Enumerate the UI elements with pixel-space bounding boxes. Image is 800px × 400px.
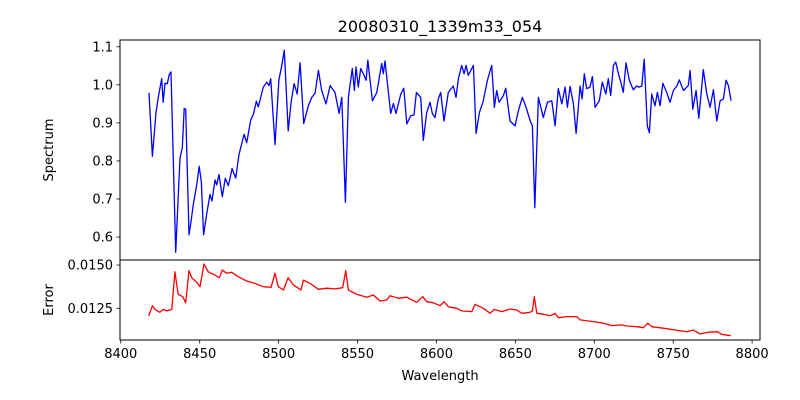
spectrum-y-tick-label: 0.7 [92, 192, 113, 207]
spectrum-y-tick-label: 0.6 [92, 231, 113, 246]
error-y-ticks: 0.0125 0.0150 [68, 259, 120, 317]
chart-title: 20080310_1339m33_054 [338, 17, 543, 37]
error-axes-frame [119, 259, 761, 341]
spectrum-y-label: Spectrum [42, 119, 57, 182]
error-y-label: Error [42, 284, 57, 316]
spectrum-y-tick-label: 0.8 [92, 154, 113, 169]
spectrum-y-tick-label: 1.0 [92, 78, 113, 93]
spectrum-y-tick-label: 1.1 [92, 40, 113, 55]
spectrum-series [148, 49, 732, 253]
spectrum-axes: 0.6 0.7 0.8 0.9 1.0 1.1 Spectrum [42, 39, 761, 261]
x-axis-label: Wavelength [401, 369, 478, 384]
x-ticks: 8400 8450 8500 8550 8600 8650 8700 8750 8800 [104, 340, 769, 362]
x-tick-label: 8800 [736, 347, 769, 362]
spectrum-line [148, 49, 732, 253]
error-line [148, 263, 731, 337]
x-tick-label: 8600 [420, 347, 453, 362]
x-tick-label: 8550 [341, 347, 374, 362]
spectrum-y-tick-label: 0.9 [92, 116, 113, 131]
error-y-tick-label: 0.0125 [68, 302, 114, 317]
x-tick-label: 8750 [657, 347, 690, 362]
error-series [148, 263, 731, 337]
x-tick-label: 8500 [262, 347, 295, 362]
x-tick-label: 8450 [183, 347, 216, 362]
x-tick-label: 8650 [499, 347, 532, 362]
error-axes: 0.0125 0.0150 8400 8450 8500 8550 8600 8650 870… [42, 259, 769, 384]
x-tick-label: 8400 [104, 347, 137, 362]
error-y-tick-label: 0.0150 [68, 259, 114, 274]
spectrum-y-ticks: 0.6 0.7 0.8 0.9 1.0 1.1 [92, 40, 120, 246]
x-tick-label: 8700 [578, 347, 611, 362]
